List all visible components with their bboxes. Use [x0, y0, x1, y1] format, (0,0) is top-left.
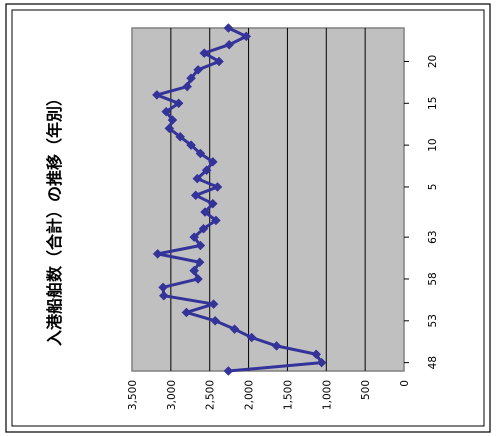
- data-point: [186, 140, 196, 150]
- data-point: [246, 332, 257, 343]
- category-tick-label: 48: [427, 356, 439, 369]
- data-point: [189, 265, 200, 276]
- value-tick-label: 3,000: [166, 380, 178, 410]
- data-point: [167, 115, 178, 125]
- category-tick-label: 5: [427, 184, 439, 191]
- plot-background: [131, 27, 405, 372]
- data-point: [186, 73, 196, 84]
- category-tick-label: 63: [427, 230, 439, 243]
- data-point: [223, 366, 234, 376]
- data-point: [152, 90, 162, 100]
- data-point: [164, 123, 175, 134]
- value-tick-label: 3,500: [127, 380, 139, 410]
- data-point: [173, 98, 184, 109]
- inner-frame: [11, 9, 485, 427]
- data-point: [192, 173, 203, 184]
- data-point: [210, 315, 221, 326]
- data-point: [195, 148, 206, 159]
- value-tick-label: 2,000: [244, 380, 256, 410]
- category-tick-label: 20: [427, 55, 439, 68]
- category-tick-label: 10: [427, 138, 439, 151]
- data-point: [159, 290, 169, 301]
- data-point: [241, 31, 252, 42]
- data-point: [201, 165, 212, 176]
- data-point: [161, 106, 172, 117]
- data-point: [212, 182, 223, 192]
- data-point: [194, 257, 205, 268]
- data-point: [214, 56, 224, 67]
- data-point: [224, 39, 234, 50]
- value-tick-label: 0: [399, 380, 411, 387]
- data-point: [211, 215, 221, 226]
- data-point: [199, 48, 210, 58]
- data-point: [190, 190, 201, 201]
- data-point: [229, 324, 240, 335]
- data-point: [208, 299, 219, 309]
- data-point: [195, 240, 206, 251]
- data-point: [193, 64, 203, 75]
- data-point: [175, 131, 186, 142]
- data-point: [223, 23, 234, 33]
- value-tick-label: 2,500: [205, 380, 217, 410]
- value-tick-label: 1,500: [282, 380, 294, 410]
- data-point: [189, 232, 200, 242]
- data-point: [181, 307, 192, 318]
- chart-title: 入港船舶数（合計）の推移（年別）: [45, 90, 64, 346]
- category-tick-label: 53: [427, 314, 439, 327]
- data-point: [198, 223, 209, 234]
- data-point: [207, 157, 218, 167]
- plot-area: 0 500 1,000 1,500 2,000 2,500 3,000 3,500 48 53 58…: [127, 23, 439, 410]
- data-point: [316, 357, 327, 368]
- data-point: [193, 274, 203, 284]
- value-tick-label: 500: [360, 380, 372, 400]
- value-tick-label: 1,000: [321, 380, 333, 410]
- category-tick-label: 15: [427, 97, 439, 110]
- data-point: [200, 207, 210, 217]
- data-point: [311, 349, 322, 360]
- data-point: [182, 81, 193, 92]
- data-point: [207, 198, 218, 209]
- data-point: [158, 282, 168, 293]
- data-point: [271, 341, 282, 351]
- data-point: [152, 249, 163, 259]
- category-tick-label: 58: [427, 272, 439, 285]
